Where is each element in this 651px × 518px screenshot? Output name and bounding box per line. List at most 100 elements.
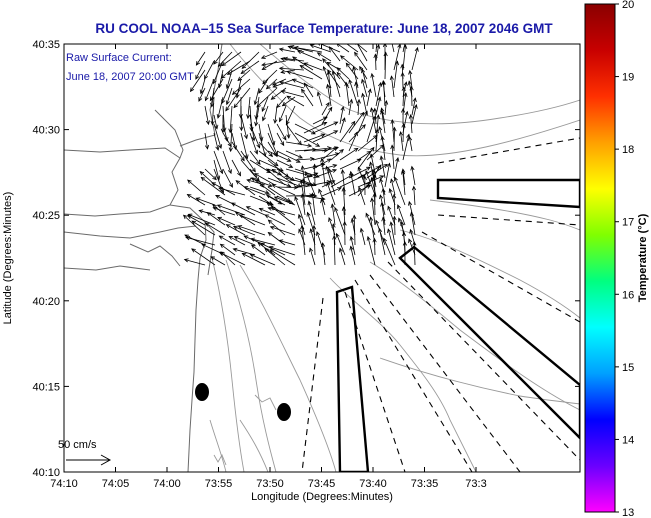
current-vector <box>408 69 413 89</box>
current-vector <box>325 165 336 196</box>
current-vector <box>374 128 380 152</box>
x-tick-label: 73:3 <box>465 478 486 490</box>
current-vector <box>411 46 419 71</box>
current-vector <box>286 70 314 80</box>
current-vector <box>372 192 377 216</box>
current-vector <box>393 156 400 179</box>
current-vector <box>384 162 391 188</box>
x-tick-label: 73:45 <box>308 478 336 490</box>
current-vector <box>249 114 256 142</box>
current-vector <box>358 186 366 206</box>
current-vector <box>342 220 347 246</box>
current-vector <box>331 223 336 246</box>
y-tick-label: 40:25 <box>32 210 60 222</box>
current-vector <box>381 216 386 236</box>
current-vector <box>321 101 330 116</box>
current-vector <box>312 121 339 134</box>
current-vector <box>285 150 304 159</box>
current-vector <box>380 135 386 161</box>
current-vector <box>384 99 389 116</box>
current-vector <box>400 71 405 89</box>
scale-bar-arrow <box>66 454 112 466</box>
current-vector <box>264 214 286 226</box>
current-vector <box>241 252 266 266</box>
x-tick-label: 74:10 <box>50 478 78 490</box>
map-plot-area <box>64 44 580 472</box>
current-vector <box>276 132 285 147</box>
current-vector <box>365 212 376 236</box>
current-vector <box>246 96 251 120</box>
current-vector <box>393 60 400 89</box>
current-vector <box>380 109 386 134</box>
current-vector <box>304 171 316 196</box>
current-vector <box>249 186 270 195</box>
current-vector <box>362 175 367 196</box>
current-vector <box>228 236 246 246</box>
current-vector <box>366 115 377 143</box>
current-vector <box>258 78 269 94</box>
current-vector <box>357 110 368 134</box>
current-vector <box>249 123 261 149</box>
current-vector <box>240 114 248 140</box>
colorbar-tick-label: 19 <box>622 72 634 84</box>
current-vector <box>276 177 303 188</box>
current-vector <box>278 80 305 89</box>
current-vector <box>300 224 306 256</box>
current-vector <box>200 176 226 196</box>
current-vector <box>309 247 316 266</box>
current-vector <box>211 182 236 196</box>
current-vector <box>348 111 365 134</box>
current-vector <box>387 228 396 256</box>
current-vector <box>311 224 317 256</box>
current-vector <box>273 196 296 206</box>
current-vector <box>267 195 283 205</box>
current-vector <box>271 184 296 196</box>
current-vector <box>225 224 246 236</box>
current-vector <box>312 130 339 143</box>
current-vector <box>322 58 341 80</box>
y-tick-label: 40:10 <box>32 467 60 479</box>
current-vector <box>191 248 216 266</box>
current-vector <box>348 166 371 179</box>
current-vector <box>261 96 269 113</box>
x-tick-label: 73:35 <box>411 478 439 490</box>
current-vector <box>312 163 317 186</box>
y-tick-label: 40:15 <box>32 381 60 393</box>
current-vector <box>183 258 206 266</box>
current-vector <box>233 235 256 246</box>
current-vector <box>266 201 286 216</box>
current-vector <box>375 81 383 107</box>
current-vector <box>349 245 356 266</box>
current-vector <box>276 159 294 168</box>
current-vector <box>402 133 411 161</box>
site-marker-west <box>195 383 209 401</box>
current-vector <box>321 146 338 161</box>
current-vector <box>278 239 296 246</box>
current-vector <box>204 168 217 181</box>
x-tick-label: 73:55 <box>205 478 233 490</box>
current-vector <box>294 123 316 135</box>
current-vector <box>354 81 359 98</box>
x-tick-label: 73:40 <box>359 478 387 490</box>
current-vector <box>373 53 378 71</box>
current-vector <box>204 132 210 150</box>
current-vector <box>280 57 296 62</box>
current-vector <box>297 213 306 236</box>
current-vector <box>239 105 244 132</box>
current-vector <box>339 158 362 170</box>
colorbar-tick-label: 13 <box>622 507 634 518</box>
current-vector <box>390 178 396 196</box>
current-vector <box>213 132 220 151</box>
survey-boxes <box>335 178 580 472</box>
current-vector <box>375 44 381 62</box>
current-vector <box>318 188 326 206</box>
current-vector <box>204 78 215 102</box>
x-tick-label: 74:05 <box>102 478 130 490</box>
current-vector <box>392 193 397 216</box>
annotation-line2: June 18, 2007 20:00 GMT <box>66 71 194 83</box>
site-marker-east <box>277 403 291 421</box>
current-vector <box>312 168 338 179</box>
current-vector <box>231 78 251 95</box>
current-vector <box>411 103 418 125</box>
